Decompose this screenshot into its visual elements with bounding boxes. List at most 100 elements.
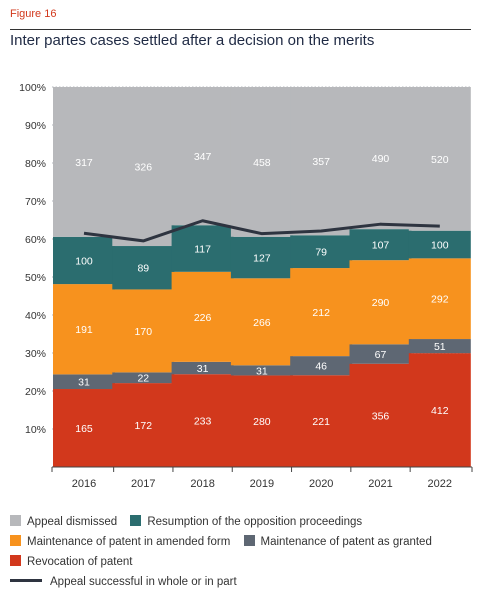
- chart-plot: 165 31 191 100 317 172 22 170 89 326 233 31 226 117 34…: [19, 82, 473, 490]
- legend-item-appeal-successful: Appeal successful in whole or in part: [10, 572, 237, 592]
- y-tick-label: 40%: [25, 310, 46, 322]
- legend-label-maintenance-granted: Maintenance of patent as granted: [260, 536, 432, 548]
- legend-label-maintenance-amended: Maintenance of patent in amended form: [27, 536, 231, 548]
- data-label: 117: [194, 244, 211, 256]
- legend-label-resumption: Resumption of the opposition proceedings: [147, 516, 363, 528]
- legend-item-maintenance-amended: Maintenance of patent in amended form: [10, 532, 230, 552]
- data-label: 107: [372, 240, 390, 252]
- bar-segment: [112, 246, 175, 290]
- legend: Appeal dismissed Resumption of the oppos…: [10, 512, 490, 592]
- bar-segment: [408, 339, 471, 354]
- bar-segment: [112, 289, 175, 373]
- data-label: 46: [315, 361, 327, 373]
- x-tick-label: 2016: [72, 478, 96, 490]
- data-label: 51: [434, 341, 446, 353]
- data-label: 67: [375, 349, 387, 361]
- figure-label: Figure 16: [10, 8, 57, 20]
- x-tick-label: 2022: [428, 478, 452, 490]
- y-tick-label: 30%: [25, 348, 46, 360]
- data-label: 172: [135, 420, 153, 432]
- y-tick-label: 60%: [25, 234, 46, 246]
- data-label: 280: [253, 416, 271, 428]
- bar-segment: [171, 361, 234, 375]
- bar-segment: [349, 344, 412, 364]
- x-tick-label: 2018: [190, 478, 214, 490]
- data-label: 412: [431, 405, 449, 417]
- x-tick-label: 2019: [250, 478, 274, 490]
- y-tick-label: 10%: [25, 424, 46, 436]
- data-label: 89: [137, 263, 149, 275]
- bar-segment: [349, 87, 412, 230]
- legend-label-revocation: Revocation of patent: [27, 556, 133, 568]
- bar-segment: [230, 87, 293, 237]
- data-label: 212: [312, 307, 330, 319]
- data-label: 165: [75, 423, 93, 435]
- bar-segment: [349, 363, 412, 467]
- legend-item-maintenance-granted: Maintenance of patent as granted: [243, 532, 432, 552]
- bar-segment: [53, 389, 115, 467]
- bar-segment: [290, 375, 353, 467]
- y-tick-label: 100%: [19, 82, 46, 94]
- data-label: 127: [253, 253, 271, 265]
- legend-swatch-resumption: [130, 515, 142, 526]
- bar-segment: [112, 372, 175, 384]
- bar-segment: [290, 268, 353, 357]
- data-label: 22: [137, 373, 149, 385]
- data-label: 100: [431, 240, 449, 252]
- data-label: 31: [256, 365, 268, 377]
- bar-segment: [408, 258, 471, 340]
- bar-segment: [53, 374, 115, 390]
- data-label: 326: [135, 162, 153, 174]
- legend-item-resumption: Resumption of the opposition proceedings: [130, 512, 362, 532]
- x-tick-label: 2017: [131, 478, 155, 490]
- legend-swatch-maintenance-amended: [10, 535, 21, 546]
- bar-segment: [230, 236, 293, 279]
- bar-segment: [408, 230, 471, 259]
- data-label: 221: [312, 416, 330, 428]
- data-label: 520: [431, 154, 449, 166]
- bar-segment: [349, 260, 412, 345]
- y-tick-label: 90%: [25, 120, 46, 132]
- x-tick-label: 2021: [368, 478, 392, 490]
- x-tick-label: 2020: [309, 478, 333, 490]
- bar-segment: [112, 383, 175, 467]
- y-tick-label: 80%: [25, 158, 46, 170]
- y-tick-label: 20%: [25, 386, 46, 398]
- bar-segment: [171, 87, 234, 226]
- bar-segment: [230, 278, 293, 366]
- bar-segment: [230, 365, 293, 376]
- bar-segment: [171, 271, 234, 362]
- data-label: 31: [197, 363, 209, 375]
- bar-segment: [408, 353, 471, 467]
- data-label: 266: [253, 317, 271, 329]
- bar-segment: [408, 87, 471, 231]
- bar-segment: [290, 235, 353, 269]
- data-label: 490: [372, 153, 390, 165]
- data-label: 170: [135, 326, 153, 338]
- legend-swatch-appeal-dismissed: [10, 515, 21, 526]
- axis-layer: 10% 20% 30% 40% 50% 60% 70% 80% 90% 100% 2016 2017 2…: [19, 82, 473, 490]
- bar-segment: [290, 356, 353, 376]
- bar-segment: [171, 225, 234, 272]
- data-label: 317: [75, 157, 93, 169]
- data-label: 79: [315, 247, 327, 259]
- bar-segment: [53, 87, 115, 237]
- data-label: 233: [194, 416, 212, 428]
- data-label: 191: [75, 324, 93, 336]
- legend-swatch-appeal-successful: [10, 579, 42, 582]
- legend-item-appeal-dismissed: Appeal dismissed: [10, 512, 117, 532]
- legend-label-appeal-successful: Appeal successful in whole or in part: [50, 576, 237, 588]
- bar-segment: [53, 284, 115, 375]
- bar-segment: [290, 87, 353, 236]
- data-label: 458: [253, 157, 271, 169]
- bars-layer: 165 31 191 100 317 172 22 170 89 326 233 31 226 117 34…: [53, 87, 471, 467]
- bar-segment: [349, 229, 412, 261]
- data-label: 347: [194, 151, 212, 163]
- chart-title: Inter partes cases settled after a decis…: [10, 32, 375, 49]
- bar-segment: [230, 375, 293, 467]
- bar-segment: [112, 87, 175, 247]
- y-tick-label: 50%: [25, 272, 46, 284]
- line-layer: [83, 219, 440, 243]
- legend-label-appeal-dismissed: Appeal dismissed: [27, 516, 118, 528]
- bar-segment: [53, 236, 115, 285]
